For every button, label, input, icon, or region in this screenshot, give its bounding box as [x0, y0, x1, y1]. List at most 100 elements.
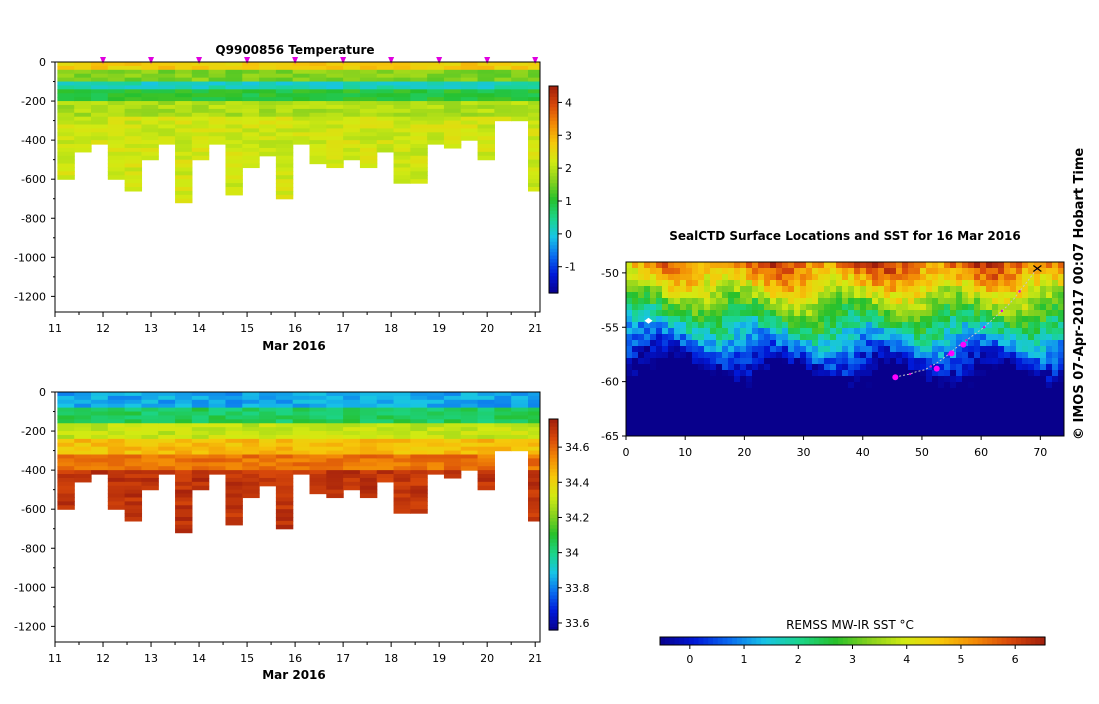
- profile-cell: [242, 474, 260, 479]
- sst-cell: [782, 418, 789, 425]
- colorbar-segment: [549, 272, 558, 277]
- profile-cell: [191, 485, 210, 491]
- profile-cell: [124, 442, 143, 448]
- sst-cell: [698, 322, 705, 329]
- sst-cell: [998, 316, 1005, 323]
- sst-cell: [1034, 304, 1041, 311]
- map-x-tick-label: 0: [623, 446, 630, 459]
- sst-cell: [662, 334, 669, 341]
- profile-cell: [443, 466, 462, 471]
- sst-cell: [848, 304, 855, 311]
- sst-cell: [656, 382, 663, 389]
- profile-cell: [393, 399, 411, 405]
- sst-cell: [632, 316, 639, 323]
- sst-cell: [920, 310, 927, 317]
- colorbar-segment: [775, 637, 781, 645]
- profile-cell: [343, 462, 361, 467]
- profile-cell: [443, 124, 462, 130]
- profile-cell: [359, 407, 378, 413]
- sst-cell: [770, 418, 777, 425]
- profile-cell: [460, 458, 479, 463]
- profile-cell: [107, 97, 126, 102]
- colorbar-tick-label: 2: [795, 653, 802, 666]
- sst-cell: [734, 328, 741, 335]
- profile-cell: [393, 85, 411, 90]
- sst-cell: [836, 316, 843, 323]
- profile-cell: [359, 419, 378, 424]
- profile-cell: [158, 450, 176, 456]
- colorbar-segment: [1011, 637, 1017, 645]
- sst-cell: [776, 418, 783, 425]
- profile-cell: [275, 175, 294, 180]
- sst-cell: [818, 418, 825, 425]
- profile-cell: [141, 77, 159, 83]
- sst-cell: [752, 394, 759, 401]
- profile-cell: [393, 392, 411, 397]
- profile-cell: [74, 81, 92, 87]
- sst-cell: [878, 394, 885, 401]
- sst-cell: [884, 400, 891, 407]
- sst-cell: [884, 262, 891, 269]
- sst-cell: [806, 400, 813, 407]
- sst-cell: [710, 418, 717, 425]
- sst-cell: [830, 286, 837, 293]
- sst-cell: [764, 394, 771, 401]
- sst-cell: [980, 262, 987, 269]
- profile-cell: [528, 167, 540, 172]
- profile-cell: [175, 93, 193, 98]
- sst-cell: [632, 382, 639, 389]
- sst-cell: [1028, 406, 1035, 413]
- sst-cell: [776, 340, 783, 347]
- sst-cell: [782, 316, 789, 323]
- profile-cell: [57, 423, 75, 428]
- profile-cell: [242, 62, 260, 67]
- sst-cell: [836, 406, 843, 413]
- sst-cell: [938, 328, 945, 335]
- colorbar-segment: [549, 144, 558, 149]
- colorbar-segment: [549, 192, 558, 197]
- profile-cell: [427, 395, 445, 401]
- sst-cell: [686, 274, 693, 281]
- sst-cell: [812, 358, 819, 365]
- profile-cell: [175, 513, 193, 518]
- sst-cell: [752, 292, 759, 299]
- sst-cell: [1010, 274, 1017, 281]
- profile-cell: [74, 101, 92, 106]
- profile-cell: [225, 104, 243, 110]
- profile-cell: [191, 458, 210, 463]
- sst-cell: [872, 376, 879, 383]
- profile-cell: [393, 163, 411, 169]
- profile-cell: [359, 434, 378, 440]
- profile-cell: [57, 434, 75, 440]
- sst-cell: [722, 418, 729, 425]
- profile-cell: [376, 97, 395, 102]
- profile-cell: [74, 415, 92, 420]
- profile-cell: [343, 155, 361, 161]
- sst-cell: [890, 280, 897, 287]
- profile-cell: [427, 415, 445, 420]
- colorbar-segment: [549, 471, 558, 476]
- profile-cell: [191, 124, 210, 130]
- sst-cell: [782, 262, 789, 269]
- colorbar-tick-label: -1: [565, 261, 576, 274]
- profile-cell: [208, 454, 227, 460]
- profile-cell: [376, 93, 395, 98]
- profile-cell: [225, 423, 243, 428]
- sst-cell: [884, 274, 891, 281]
- profile-cell: [124, 155, 143, 161]
- profile-cell: [393, 112, 411, 118]
- profile-cell: [410, 112, 428, 118]
- sst-cell: [944, 310, 951, 317]
- map-x-tick-label: 20: [737, 446, 751, 459]
- profile-cell: [175, 62, 193, 67]
- sst-cell: [920, 262, 927, 269]
- profile-cell: [175, 431, 193, 436]
- sst-cell: [752, 328, 759, 335]
- sst-cell: [806, 310, 813, 317]
- profile-cell: [57, 399, 75, 405]
- profile-cell: [74, 474, 92, 479]
- profile-cell: [460, 454, 479, 460]
- sst-cell: [1004, 382, 1011, 389]
- profile-cell: [359, 132, 378, 137]
- colorbar-segment: [549, 489, 558, 494]
